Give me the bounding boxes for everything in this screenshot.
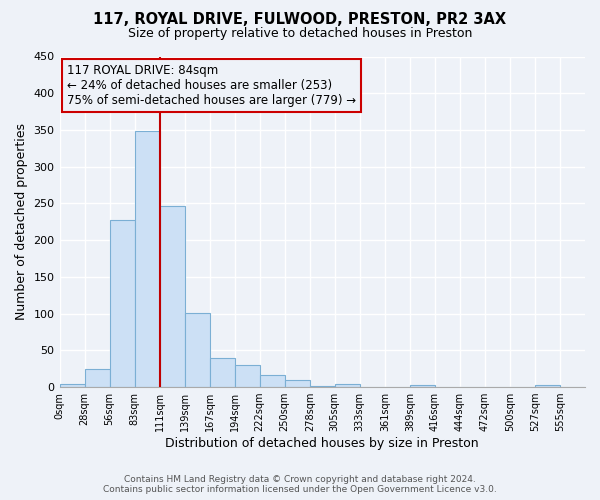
Text: 117, ROYAL DRIVE, FULWOOD, PRESTON, PR2 3AX: 117, ROYAL DRIVE, FULWOOD, PRESTON, PR2 … [94,12,506,28]
Bar [285,380,310,387]
Text: Size of property relative to detached houses in Preston: Size of property relative to detached ho… [128,28,472,40]
Text: 117 ROYAL DRIVE: 84sqm
← 24% of detached houses are smaller (253)
75% of semi-de: 117 ROYAL DRIVE: 84sqm ← 24% of detached… [67,64,356,107]
Bar [134,132,160,387]
Bar [185,313,209,387]
Bar [535,385,560,387]
Bar [410,385,435,387]
Bar [235,365,260,387]
Bar [335,384,360,387]
Bar [160,206,185,387]
Bar [310,386,335,387]
Bar [209,358,235,387]
Bar [110,220,134,387]
Y-axis label: Number of detached properties: Number of detached properties [15,124,28,320]
Text: Contains HM Land Registry data © Crown copyright and database right 2024.
Contai: Contains HM Land Registry data © Crown c… [103,474,497,494]
Bar [85,368,110,387]
X-axis label: Distribution of detached houses by size in Preston: Distribution of detached houses by size … [166,437,479,450]
Bar [260,374,285,387]
Bar [59,384,85,387]
